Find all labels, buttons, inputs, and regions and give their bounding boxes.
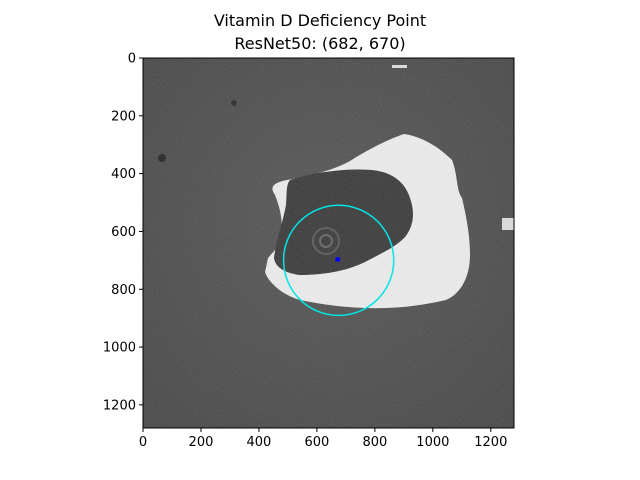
y-tick-label: 0 <box>128 52 136 67</box>
noise-overlay <box>143 58 514 428</box>
y-axis: 0 200 400 600 800 1000 1200 <box>103 52 143 413</box>
x-tick-label: 1200 <box>474 435 507 450</box>
xray-image <box>143 58 514 428</box>
annotation-overlay <box>282 204 395 317</box>
figure-title: Vitamin D Deficiency Point <box>213 11 427 30</box>
region-circle <box>282 204 395 317</box>
x-tick-label: 800 <box>362 435 387 450</box>
axes-frame <box>142 57 515 429</box>
x-tick-label: 400 <box>247 435 272 450</box>
x-axis: 0 200 400 600 800 1000 1200 <box>139 428 507 450</box>
figure-subtitle: ResNet50: (682, 670) <box>234 34 406 53</box>
y-tick-label: 600 <box>111 225 136 240</box>
x-tick-label: 0 <box>139 435 147 450</box>
y-tick-label: 800 <box>111 283 136 298</box>
x-tick-label: 600 <box>304 435 329 450</box>
y-tick-label: 400 <box>111 167 136 182</box>
y-tick-label: 1000 <box>103 341 136 356</box>
predicted-point <box>335 256 341 262</box>
x-tick-label: 200 <box>189 435 214 450</box>
y-tick-label: 200 <box>111 109 136 124</box>
x-tick-label: 1000 <box>416 435 449 450</box>
y-tick-label: 1200 <box>103 398 136 413</box>
